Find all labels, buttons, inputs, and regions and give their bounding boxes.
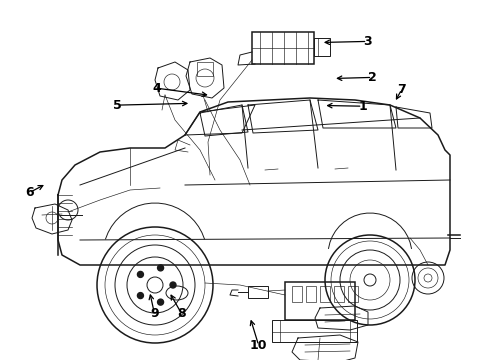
Text: 4: 4 <box>152 82 161 95</box>
Text: 7: 7 <box>397 83 406 96</box>
Text: 6: 6 <box>25 186 34 199</box>
Text: 1: 1 <box>358 100 367 113</box>
Bar <box>197 62 213 76</box>
Text: 9: 9 <box>150 307 159 320</box>
Text: 10: 10 <box>250 339 268 352</box>
Bar <box>252 32 314 64</box>
Text: 5: 5 <box>113 99 122 112</box>
Circle shape <box>158 265 164 271</box>
Text: 2: 2 <box>368 71 377 84</box>
Bar <box>348 286 358 302</box>
Bar <box>292 286 302 302</box>
Bar <box>314 38 330 56</box>
Text: 3: 3 <box>363 35 372 48</box>
Circle shape <box>137 293 144 298</box>
Text: 8: 8 <box>177 307 186 320</box>
Bar <box>272 320 357 342</box>
Bar <box>306 286 316 302</box>
Circle shape <box>137 271 144 278</box>
Bar <box>285 282 355 320</box>
Bar <box>320 286 330 302</box>
Circle shape <box>158 299 164 305</box>
Bar <box>334 286 344 302</box>
Bar <box>248 286 268 298</box>
Circle shape <box>170 282 176 288</box>
